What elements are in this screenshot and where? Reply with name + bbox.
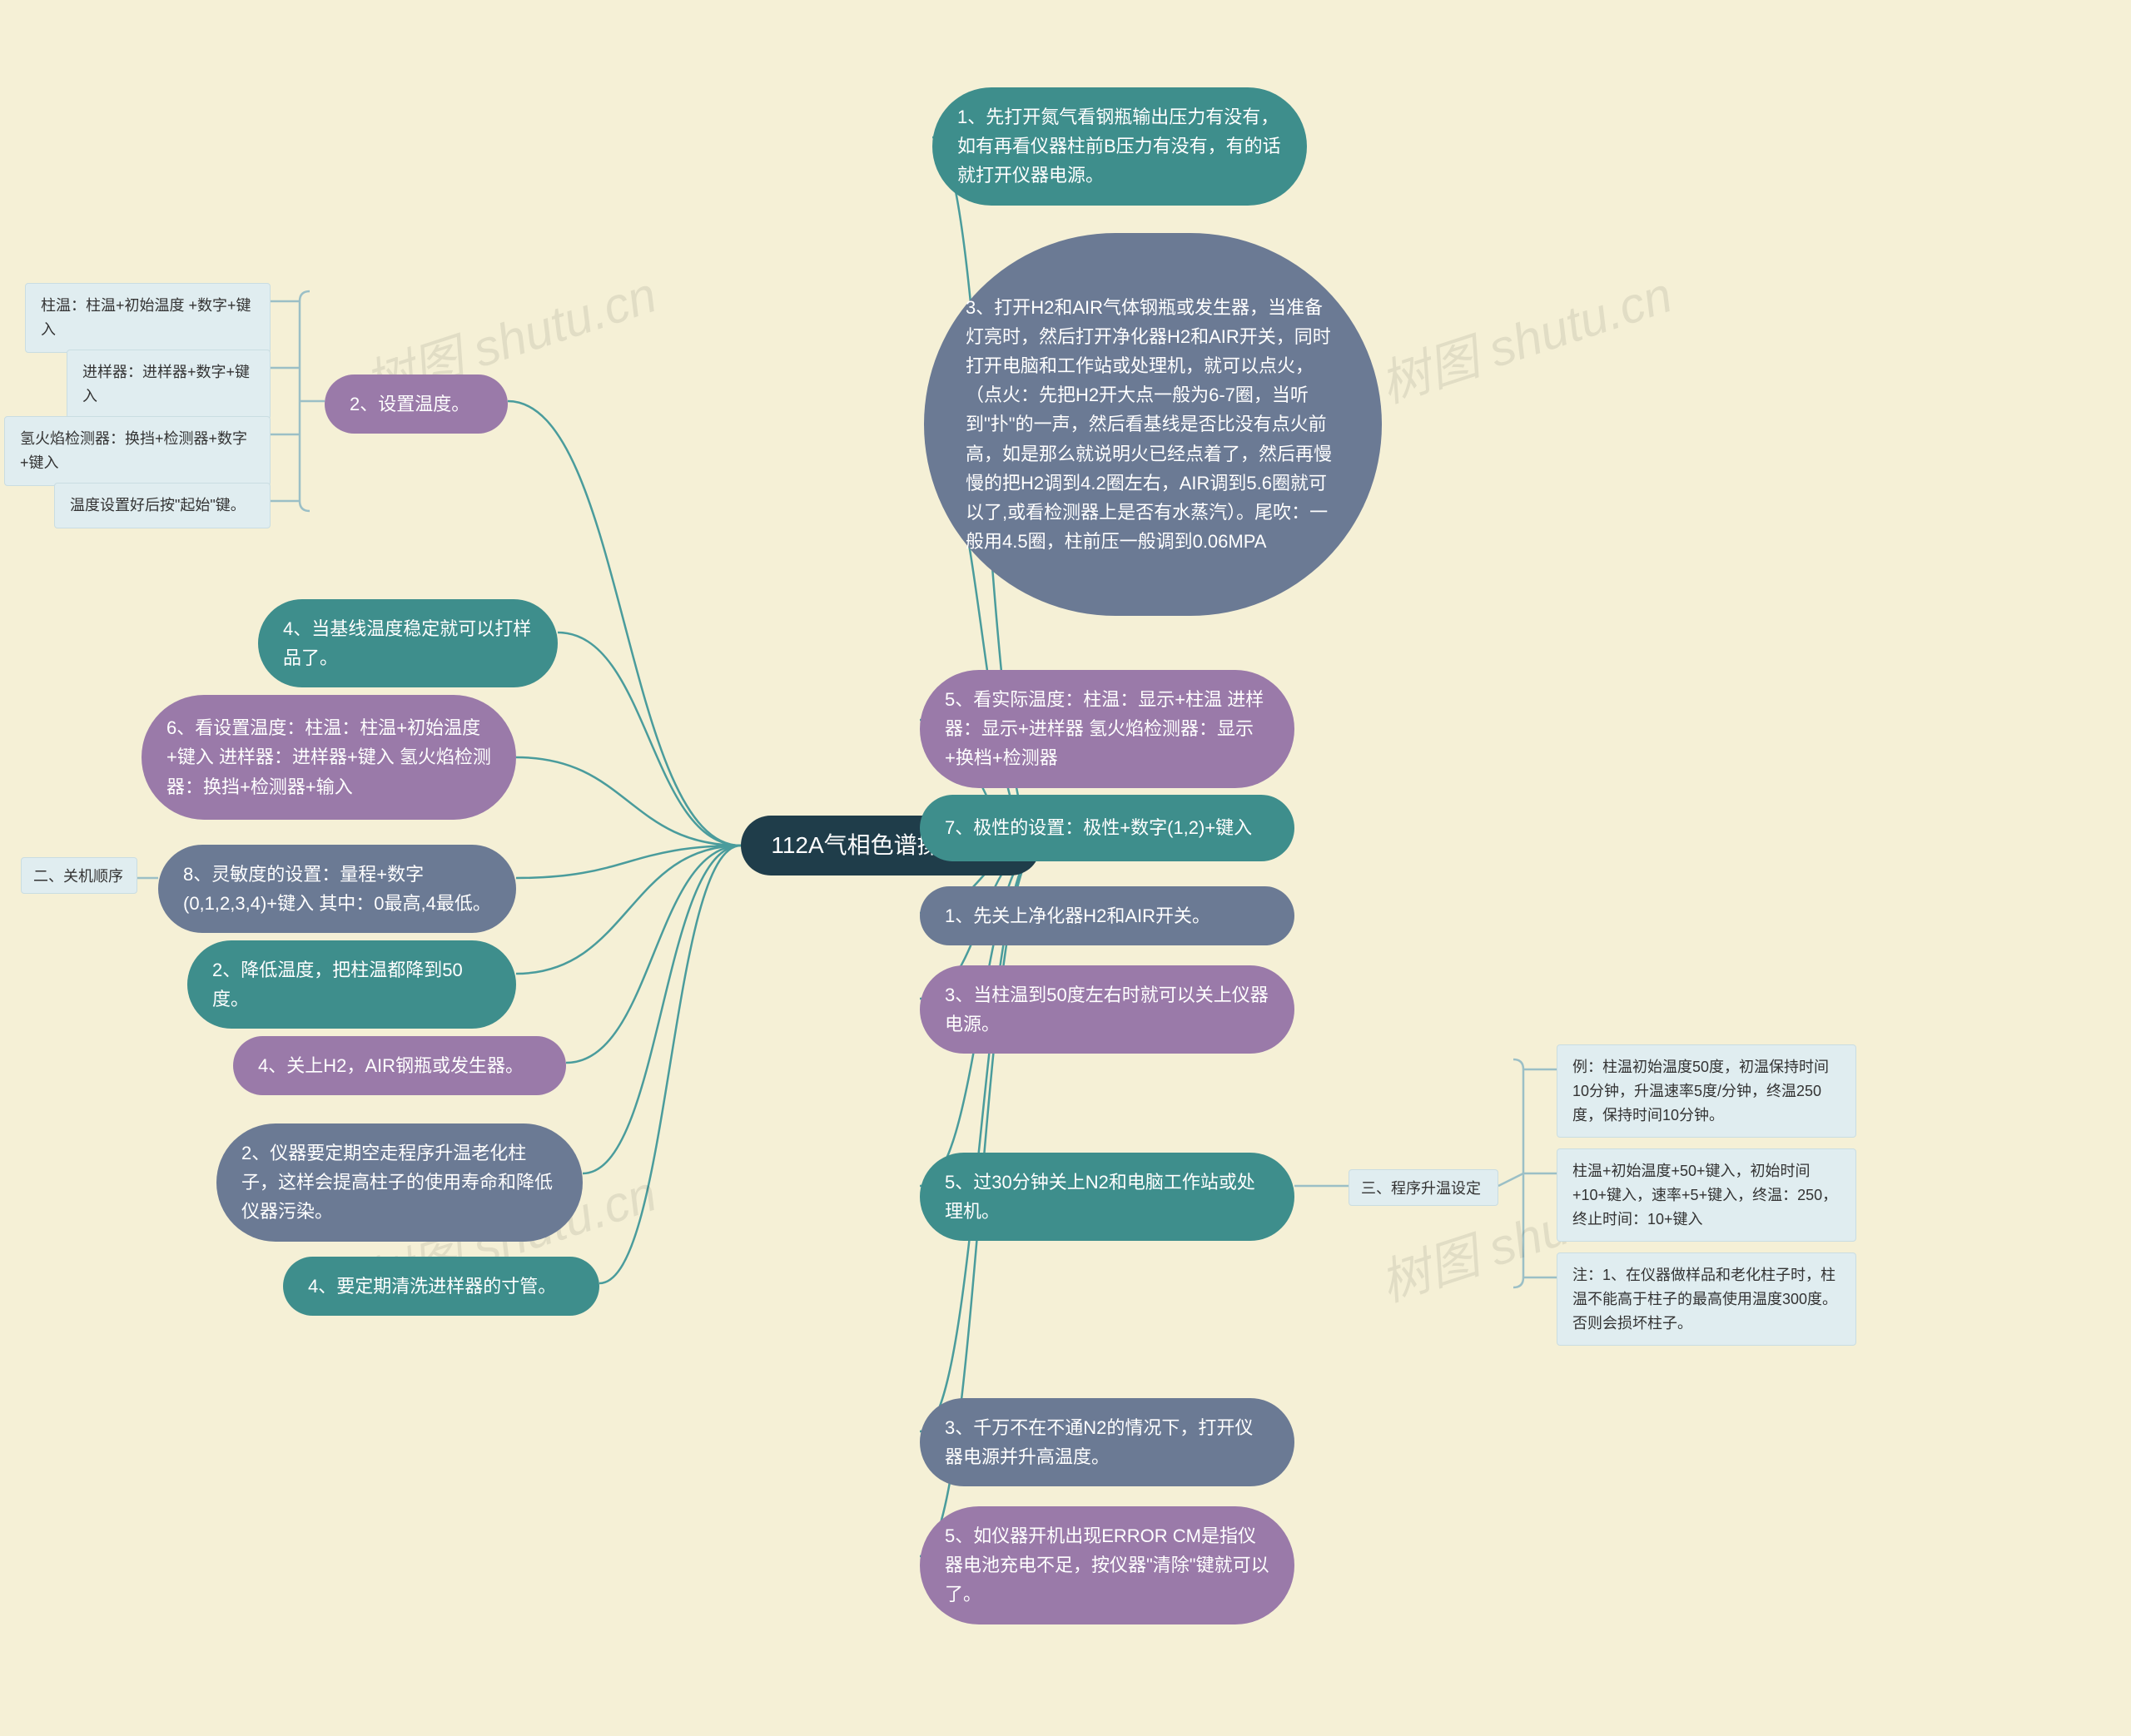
branch-node: 4、要定期清洗进样器的寸管。 <box>283 1257 599 1316</box>
branch-node: 5、看实际温度：柱温：显示+柱温 进样器：显示+进样器 氢火焰检测器：显示+换档… <box>920 670 1294 788</box>
branch-node: 5、过30分钟关上N2和电脑工作站或处理机。 <box>920 1153 1294 1241</box>
branch-node: 1、先打开氮气看钢瓶输出压力有没有，如有再看仪器柱前B压力有没有，有的话就打开仪… <box>932 87 1307 206</box>
branch-node: 3、千万不在不通N2的情况下，打开仪器电源并升高温度。 <box>920 1398 1294 1486</box>
section-label: 三、程序升温设定 <box>1349 1169 1498 1206</box>
branch-node: 2、设置温度。 <box>325 374 508 434</box>
branch-node: 6、看设置温度：柱温：柱温+初始温度 +键入 进样器：进样器+键入 氢火焰检测器… <box>142 695 516 820</box>
leaf-node: 温度设置好后按"起始"键。 <box>54 483 271 528</box>
branch-node: 2、仪器要定期空走程序升温老化柱子，这样会提高柱子的使用寿命和降低仪器污染。 <box>216 1123 583 1242</box>
branch-node: 7、极性的设置：极性+数字(1,2)+键入 <box>920 795 1294 861</box>
branch-node: 3、打开H2和AIR气体钢瓶或发生器，当准备灯亮时，然后打开净化器H2和AIR开… <box>924 233 1382 616</box>
section-label: 二、关机顺序 <box>21 857 137 894</box>
leaf-node: 氢火焰检测器：换挡+检测器+数字+键入 <box>4 416 271 486</box>
branch-node: 3、当柱温到50度左右时就可以关上仪器电源。 <box>920 965 1294 1054</box>
branch-node: 5、如仪器开机出现ERROR CM是指仪器电池充电不足，按仪器"清除"键就可以了… <box>920 1506 1294 1624</box>
watermark: 树图 shutu.cn <box>1369 255 1680 417</box>
leaf-node: 进样器：进样器+数字+键入 <box>67 350 271 419</box>
branch-node: 4、当基线温度稳定就可以打样品了。 <box>258 599 558 687</box>
leaf-node: 例：柱温初始温度50度，初温保持时间10分钟，升温速率5度/分钟，终温250度，… <box>1557 1044 1856 1138</box>
branch-node: 4、关上H2，AIR钢瓶或发生器。 <box>233 1036 566 1095</box>
branch-node: 8、灵敏度的设置：量程+数字(0,1,2,3,4)+键入 其中：0最高,4最低。 <box>158 845 516 933</box>
branch-node: 1、先关上净化器H2和AIR开关。 <box>920 886 1294 945</box>
branch-node: 2、降低温度，把柱温都降到50度。 <box>187 940 516 1029</box>
leaf-node: 注：1、在仪器做样品和老化柱子时，柱温不能高于柱子的最高使用温度300度。否则会… <box>1557 1252 1856 1346</box>
leaf-node: 柱温+初始温度+50+键入，初始时间+10+键入，速率+5+键入，终温：250，… <box>1557 1148 1856 1242</box>
leaf-node: 柱温：柱温+初始温度 +数字+键入 <box>25 283 271 353</box>
